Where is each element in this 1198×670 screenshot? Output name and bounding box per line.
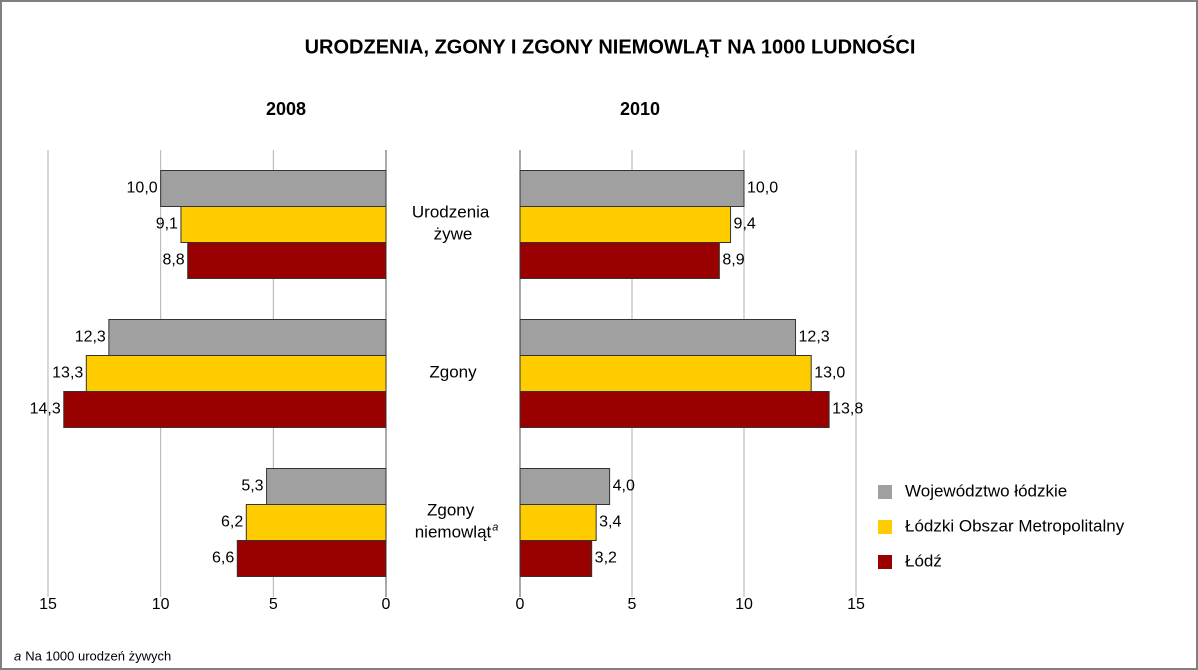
value-label: 9,1 (156, 216, 178, 233)
bar (180, 206, 387, 243)
value-label: 3,4 (599, 514, 621, 531)
bar (519, 355, 812, 392)
x-tick-label: 15 (39, 596, 57, 613)
value-label: 3,2 (595, 550, 617, 567)
bar (266, 468, 387, 505)
category-line: Urodzenia (412, 203, 494, 222)
legend-label: Łódź (905, 551, 942, 570)
value-label: 13,8 (832, 401, 863, 418)
category-label: Zgony (429, 363, 477, 382)
value-label: 8,8 (162, 252, 184, 269)
value-label: 13,3 (52, 365, 83, 382)
bar (519, 391, 830, 428)
value-label: 6,2 (221, 514, 243, 531)
value-label: 10,0 (747, 180, 778, 197)
bar (160, 170, 387, 207)
value-label: 5,3 (241, 478, 263, 495)
category-label: Zgony niemowląt (415, 501, 492, 542)
x-tick-label: 10 (735, 596, 753, 613)
category-label: Urodzenia żywe (412, 203, 494, 244)
footnote-marker: a (492, 521, 498, 533)
bar (63, 391, 387, 428)
panel-title: 2010 (620, 99, 660, 119)
bar (519, 242, 720, 279)
legend-swatch (878, 555, 892, 569)
legend-label: Łódzki Obszar Metropolitalny (905, 516, 1125, 535)
bar (519, 468, 611, 505)
legend-swatch (878, 485, 892, 499)
chart-title: URODZENIA, ZGONY I ZGONY NIEMOWLĄT NA 10… (305, 34, 916, 58)
category-line: Zgony (427, 501, 479, 520)
value-label: 12,3 (75, 329, 106, 346)
bar (519, 504, 597, 541)
category-line: żywe (434, 225, 473, 244)
legend-swatch (878, 520, 892, 534)
value-label: 6,6 (212, 550, 234, 567)
x-tick-label: 10 (152, 596, 170, 613)
value-label: 14,3 (30, 401, 61, 418)
bar (85, 355, 387, 392)
x-tick-label: 5 (628, 596, 637, 613)
value-label: 12,3 (799, 329, 830, 346)
x-tick-label: 0 (382, 596, 391, 613)
bar (519, 170, 745, 207)
bar (187, 242, 387, 279)
value-label: 8,9 (722, 252, 744, 269)
bar (519, 540, 593, 577)
bar (245, 504, 387, 541)
bar (108, 319, 387, 356)
bar (519, 206, 732, 243)
panel-title: 2008 (266, 99, 306, 119)
footnote-marker: a (14, 648, 21, 663)
x-tick-label: 15 (847, 596, 865, 613)
legend-label: Województwo łódzkie (905, 481, 1067, 500)
category-line: Zgony (429, 363, 477, 382)
value-label: 4,0 (613, 478, 635, 495)
x-tick-label: 0 (516, 596, 525, 613)
bar (236, 540, 387, 577)
bar (519, 319, 797, 356)
value-label: 9,4 (734, 216, 756, 233)
value-label: 13,0 (814, 365, 845, 382)
footnote-text: Na 1000 urodzeń żywych (25, 648, 171, 663)
x-tick-label: 5 (269, 596, 278, 613)
category-line: niemowląt (415, 523, 492, 542)
value-label: 10,0 (127, 180, 158, 197)
